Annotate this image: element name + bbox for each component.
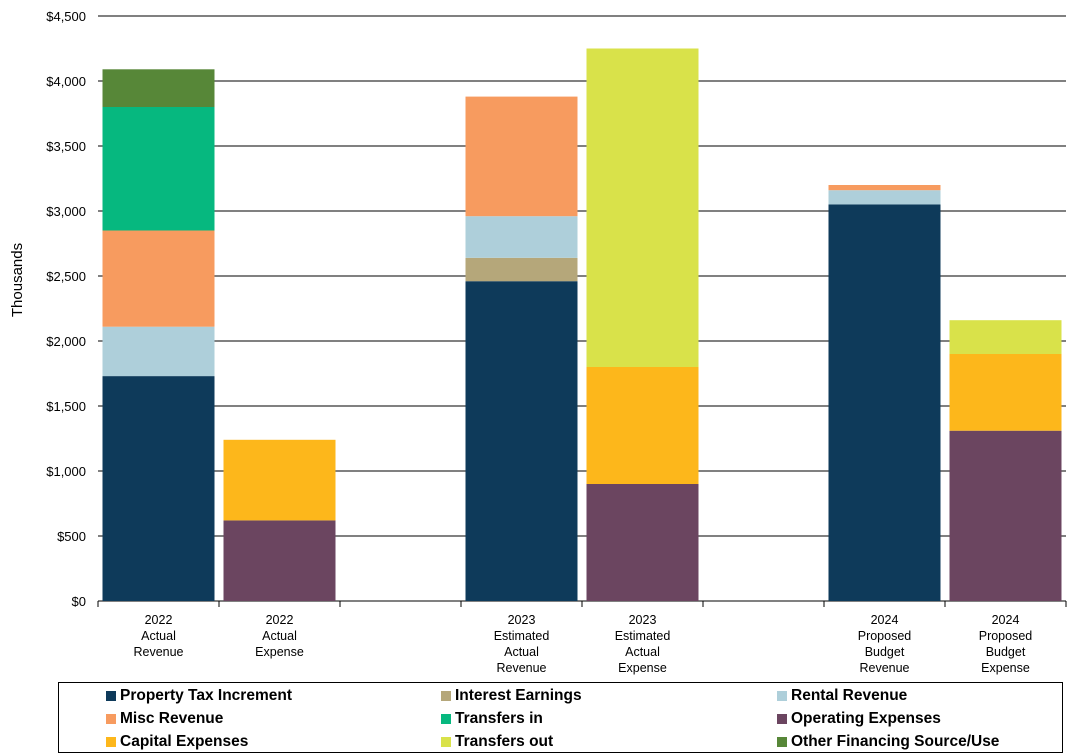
x-category-label: 2023 Estimated Actual Revenue [494, 613, 550, 675]
y-tick-label: $1,000 [46, 464, 86, 479]
y-tick-label: $2,500 [46, 269, 86, 284]
bar-segment [828, 190, 941, 205]
bars [102, 48, 1062, 601]
bar-segment [949, 320, 1062, 354]
bar-segment [102, 69, 215, 107]
legend-swatch [106, 691, 116, 701]
legend-swatch [441, 691, 451, 701]
legend-label: Interest Earnings [455, 687, 582, 704]
bar-segment [949, 430, 1062, 601]
legend-item: Operating Expenses [777, 710, 941, 728]
y-axis-tick-labels: $0 $500 $1,000 $1,500 $2,000 $2,500 $3,000 $3,5… [46, 9, 86, 609]
legend-item: Transfers out [441, 733, 553, 751]
y-tick-label: $3,000 [46, 204, 86, 219]
bar-segment [586, 484, 699, 601]
legend-swatch [777, 691, 787, 701]
chart-canvas: $0 $500 $1,000 $1,500 $2,000 $2,500 $3,000 $3,5… [9, 9, 1067, 675]
y-tick-label: $0 [72, 594, 86, 609]
y-axis-label: Thousands [9, 243, 26, 317]
bar-segment [586, 48, 699, 367]
y-tick-label: $4,000 [46, 74, 86, 89]
bar-segment [102, 107, 215, 231]
legend-label: Transfers in [455, 710, 543, 727]
x-category-label: 2022 Actual Revenue [133, 613, 183, 659]
legend-item: Misc Revenue [106, 710, 223, 728]
bar-segment [102, 326, 215, 377]
legend-swatch [777, 714, 787, 724]
bar-segment [949, 354, 1062, 431]
legend-swatch [441, 714, 451, 724]
bar-segment [465, 96, 578, 217]
legend: Property Tax Increment Interest Earnings R… [58, 682, 1063, 753]
legend-swatch [106, 714, 116, 724]
legend-label: Capital Expenses [120, 733, 249, 750]
x-category-label: 2023 Estimated Actual Expense [615, 613, 671, 675]
legend-item: Other Financing Source/Use [777, 733, 999, 751]
x-category-label: 2022 Actual Expense [255, 613, 304, 659]
y-tick-label: $3,500 [46, 139, 86, 154]
y-tick-label: $1,500 [46, 399, 86, 414]
legend-label: Transfers out [455, 733, 554, 750]
legend-label: Other Financing Source/Use [791, 733, 1000, 750]
legend-label: Property Tax Increment [120, 687, 292, 704]
y-tick-label: $500 [57, 529, 86, 544]
legend-item: Capital Expenses [106, 733, 248, 751]
legend-label: Operating Expenses [791, 710, 941, 727]
legend-swatch [441, 737, 451, 747]
legend-item: Property Tax Increment [106, 687, 292, 705]
x-axis: 2022 Actual Revenue 2022 Actual Expense 2023 Es… [97, 601, 1067, 675]
bar-segment [102, 376, 215, 601]
bar-segment [465, 257, 578, 282]
legend-swatch [106, 737, 116, 747]
bar-segment [586, 367, 699, 484]
x-category-label: 2024 Proposed Budget Revenue [858, 613, 912, 675]
bar-segment [223, 439, 336, 521]
bar-segment [465, 216, 578, 258]
legend-item: Rental Revenue [777, 687, 907, 705]
bar-segment [465, 281, 578, 601]
x-category-label: 2024 Proposed Budget Expense [979, 613, 1033, 675]
legend-item: Interest Earnings [441, 687, 582, 705]
legend-swatch [777, 737, 787, 747]
bar-segment [828, 185, 941, 191]
legend-label: Rental Revenue [791, 687, 908, 704]
y-tick-label: $2,000 [46, 334, 86, 349]
bar-segment [102, 230, 215, 327]
bar-segment [828, 204, 941, 601]
y-tick-label: $4,500 [46, 9, 86, 24]
legend-label: Misc Revenue [120, 710, 224, 727]
legend-item: Transfers in [441, 710, 543, 728]
bar-segment [223, 520, 336, 601]
